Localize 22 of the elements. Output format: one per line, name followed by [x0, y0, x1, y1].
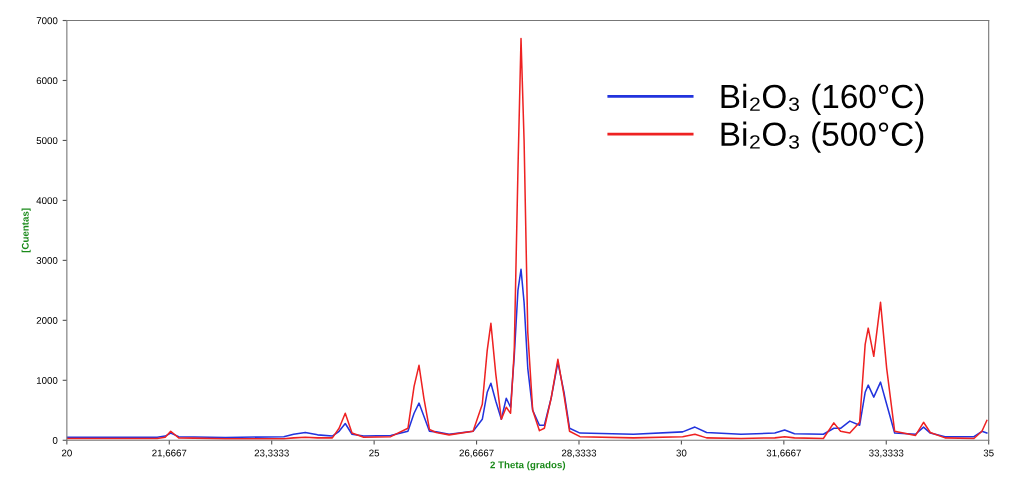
legend-label: Bi₂O₃ (160°C) — [721, 83, 924, 115]
y-tick-label: 3000 — [36, 257, 58, 264]
x-tick-label: 26,6667 — [459, 449, 494, 458]
legend-label: Bi₂O₃ (500°C) — [721, 121, 924, 153]
x-tick-label: 30 — [676, 449, 687, 457]
x-tick-label: 25 — [369, 449, 380, 457]
y-axis-title: [Cuentas] — [21, 208, 31, 253]
x-tick-label: 21,6667 — [152, 449, 187, 458]
y-tick-label: 4000 — [36, 197, 58, 205]
x-tick-label: 33,3333 — [869, 449, 904, 458]
x-tick-label: 28,3333 — [561, 449, 597, 458]
y-tick-label: 7000 — [36, 17, 58, 25]
y-tick-label: 0 — [52, 437, 58, 444]
x-tick-label: 23,3333 — [254, 449, 289, 458]
y-tick-label: 6000 — [36, 77, 58, 85]
x-tick-label: 31,6667 — [766, 449, 801, 458]
y-tick-label: 1000 — [36, 377, 58, 384]
x-tick-label: 35 — [983, 449, 994, 457]
y-tick-label: 5000 — [36, 137, 58, 145]
x-tick-label: 20 — [61, 449, 72, 457]
y-tick-label: 2000 — [36, 317, 58, 324]
x-axis-title: 2 Theta (grados) — [490, 461, 566, 471]
